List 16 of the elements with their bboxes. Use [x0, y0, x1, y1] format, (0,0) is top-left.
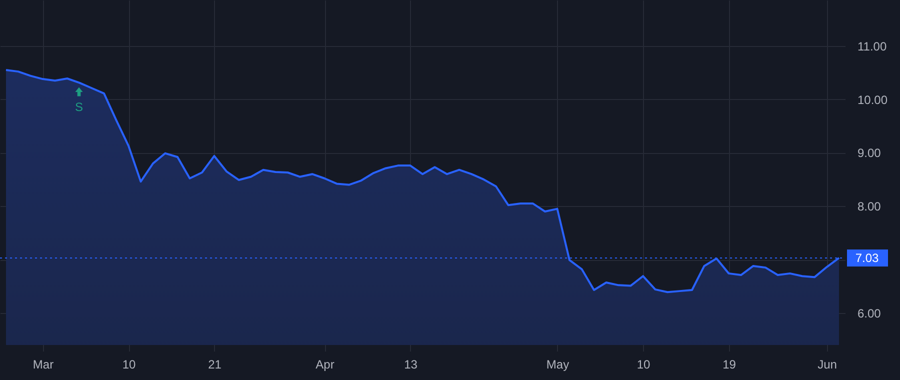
x-tick-label: 19 — [722, 358, 736, 372]
ref-line-label: 7.03 — [855, 250, 879, 265]
x-tick-label: 21 — [208, 358, 222, 372]
y-tick-label: 9.00 — [858, 146, 882, 160]
x-tick-label: Apr — [316, 358, 334, 372]
x-tick-label: Mar — [32, 358, 54, 372]
x-tick-label: May — [546, 358, 570, 372]
annotation: S — [74, 100, 84, 114]
x-tick-label: 13 — [404, 358, 418, 372]
x-tick-label: 10 — [636, 358, 650, 372]
y-tick-label: 8.00 — [858, 200, 882, 214]
x-tick-label: 10 — [122, 358, 136, 372]
y-tick-label: 10.00 — [858, 92, 888, 107]
y-tick-label: 6.00 — [858, 306, 882, 320]
x-tick-label: Jun — [818, 358, 837, 372]
y-tick-label: 11.00 — [858, 39, 887, 54]
